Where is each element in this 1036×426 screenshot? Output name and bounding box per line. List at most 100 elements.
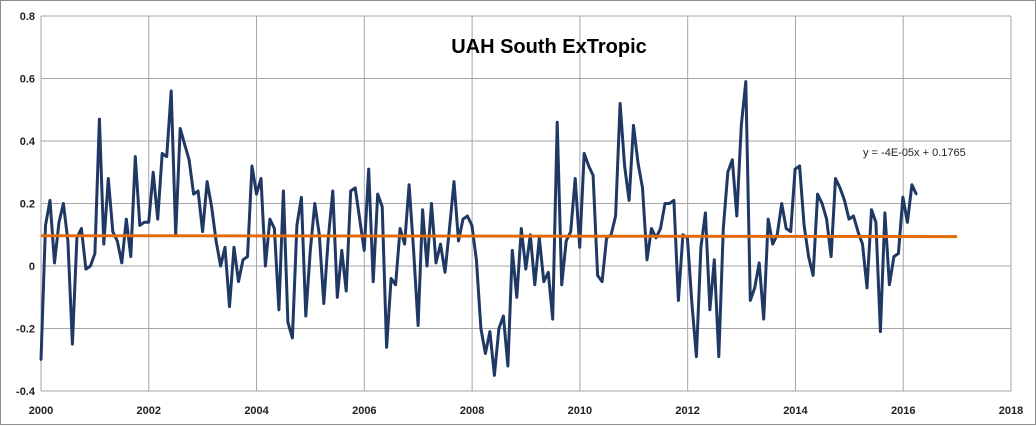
data-point [48, 199, 52, 202]
data-point [820, 202, 824, 205]
chart-title: UAH South ExTropic [451, 36, 647, 58]
data-point [138, 224, 141, 227]
data-point [636, 161, 640, 165]
data-point [798, 164, 801, 168]
data-point [111, 230, 115, 233]
x-tick-label: 2004 [244, 405, 269, 417]
data-point [488, 330, 492, 333]
data-point [434, 261, 438, 265]
data-point [425, 264, 429, 268]
data-point [906, 221, 909, 224]
data-point [448, 227, 451, 230]
data-point [286, 321, 290, 324]
data-point [322, 302, 326, 305]
data-point [466, 214, 469, 218]
data-point [744, 80, 747, 83]
data-point [524, 267, 528, 271]
data-point [304, 314, 308, 318]
data-point [753, 286, 756, 290]
data-point [183, 142, 186, 146]
data-point [596, 274, 599, 277]
data-point [915, 192, 918, 196]
x-tick-label: 2002 [137, 405, 161, 417]
data-point [565, 239, 568, 243]
data-point [843, 199, 846, 202]
data-point [407, 183, 411, 186]
data-point [309, 249, 312, 252]
data-point [394, 283, 397, 286]
data-point [659, 227, 662, 230]
data-point [600, 280, 604, 283]
data-point [551, 317, 554, 321]
y-tick-label: -0.4 [16, 386, 36, 398]
data-point [672, 199, 676, 202]
data-point [71, 342, 74, 346]
y-tick-label: -0.2 [16, 324, 35, 336]
data-point [84, 267, 88, 271]
data-point [789, 230, 792, 233]
data-point [349, 189, 352, 193]
data-point [618, 102, 622, 105]
data-point [340, 249, 343, 252]
data-point [169, 89, 173, 93]
data-point [874, 221, 878, 224]
data-point [582, 152, 586, 155]
data-point [165, 155, 168, 158]
data-point [201, 230, 204, 233]
data-point [398, 227, 402, 230]
temperature-anomaly-line [39, 80, 918, 377]
data-point [345, 289, 348, 293]
data-point [331, 189, 334, 193]
data-point [116, 239, 119, 243]
x-tick-label: 2012 [675, 405, 699, 417]
x-tick-label: 2016 [891, 405, 915, 417]
y-tick-label: 0.4 [20, 136, 36, 148]
data-point [93, 252, 97, 255]
data-point [632, 124, 635, 127]
data-point [690, 302, 694, 305]
data-point [520, 227, 523, 230]
data-point [187, 158, 191, 161]
data-point [367, 167, 370, 171]
data-point [89, 264, 92, 268]
data-point [44, 224, 47, 227]
data-point [336, 296, 339, 299]
data-point [389, 277, 393, 280]
data-point [457, 239, 460, 243]
data-point [161, 152, 164, 155]
data-point [731, 158, 734, 161]
data-point [277, 308, 281, 311]
data-point [722, 227, 725, 230]
data-point [771, 242, 774, 246]
data-point [75, 236, 79, 240]
data-point [668, 202, 671, 205]
data-point [713, 258, 716, 261]
data-point [627, 199, 631, 202]
x-tick-label: 2018 [999, 405, 1023, 417]
data-point [847, 217, 851, 221]
data-point [569, 230, 572, 233]
data-point [219, 264, 222, 268]
data-point [591, 174, 595, 177]
data-point [439, 242, 442, 246]
data-point [793, 167, 797, 171]
data-point [475, 258, 478, 261]
data-point [767, 217, 770, 221]
data-point [416, 324, 420, 327]
data-point [412, 249, 415, 252]
data-point [560, 283, 563, 286]
data-point [493, 374, 496, 377]
data-point [57, 221, 61, 224]
data-point [430, 202, 433, 205]
data-point [740, 124, 743, 127]
data-point [556, 121, 559, 124]
data-point [264, 264, 267, 268]
data-point [641, 186, 644, 190]
y-tick-label: 0 [29, 261, 35, 273]
data-point [825, 217, 828, 221]
data-point [699, 246, 703, 249]
data-point [735, 214, 738, 218]
data-point [102, 242, 106, 246]
data-point [255, 192, 258, 196]
